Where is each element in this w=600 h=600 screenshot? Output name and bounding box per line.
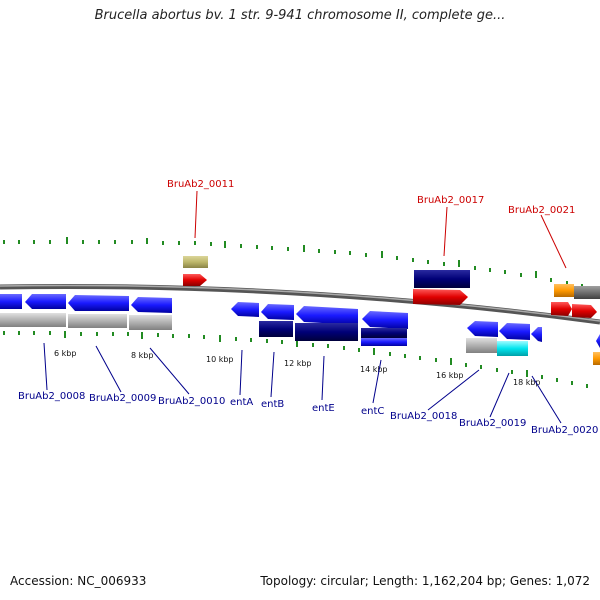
- chromosome-backbone-highlight: [0, 284, 600, 322]
- gene-entA[interactable]: [231, 302, 259, 317]
- feature-dark-entE[interactable]: [295, 323, 358, 341]
- gene-bruab2-0020[interactable]: [531, 327, 542, 342]
- label-entA: entA: [230, 397, 253, 408]
- label-bruab2-0018: BruAb2_0018: [390, 411, 457, 422]
- gene-entC[interactable]: [362, 311, 408, 329]
- reverse-features: [0, 294, 600, 365]
- gene-entE[interactable]: [296, 306, 358, 325]
- feature-gray-0008[interactable]: [0, 313, 66, 327]
- gene-edge-blue[interactable]: [596, 334, 600, 348]
- lower-label-leaders: [43, 342, 562, 424]
- label-bruab2-0011: BruAb2_0011: [167, 179, 234, 190]
- feature-orange-edge[interactable]: [593, 352, 600, 365]
- upper-label-leaders: [194, 190, 567, 269]
- map-title: Brucella abortus bv. 1 str. 9-941 chromo…: [94, 8, 506, 23]
- feature-dark-entC[interactable]: [361, 328, 407, 338]
- label-bruab2-0009: BruAb2_0009: [89, 393, 156, 404]
- label-bruab2-0010: BruAb2_0010: [158, 396, 225, 407]
- forward-features: [183, 256, 600, 318]
- topology-summary: Topology: circular; Length: 1,162,204 bp…: [260, 574, 590, 588]
- scale-label-14kbp: 14 kbp: [360, 365, 388, 374]
- feature-blue-entC[interactable]: [361, 338, 407, 346]
- gene-bruab2-0017[interactable]: [413, 289, 468, 305]
- gene-bruab2-0021a[interactable]: [551, 302, 572, 316]
- feature-orange-0021[interactable]: [554, 284, 574, 297]
- scale-label-16kbp: 16 kbp: [436, 371, 464, 380]
- scale-label-8kbp: 8 kbp: [131, 351, 153, 360]
- scale-label-6kbp: 6 kbp: [54, 349, 76, 358]
- label-entB: entB: [261, 399, 284, 410]
- label-bruab2-0019: BruAb2_0019: [459, 418, 526, 429]
- chromosome-backbone: [0, 283, 600, 325]
- feature-gray-0009[interactable]: [68, 314, 127, 328]
- scale-label-10kbp: 10 kbp: [206, 355, 234, 364]
- outer-scale-ticks: [3, 237, 598, 290]
- gene-bruab2-0019[interactable]: [499, 323, 530, 340]
- label-entE: entE: [312, 403, 335, 414]
- gene-bruab2-0010[interactable]: [131, 297, 172, 313]
- feature-gray-0010[interactable]: [129, 315, 172, 330]
- label-bruab2-0008: BruAb2_0008: [18, 391, 85, 402]
- feature-olive[interactable]: [183, 256, 208, 268]
- feature-dark-entB[interactable]: [259, 321, 293, 337]
- label-bruab2-0020: BruAb2_0020: [531, 425, 598, 436]
- feature-gray-0018[interactable]: [466, 338, 497, 353]
- feature-cyan-0019[interactable]: [497, 341, 528, 356]
- gene-bruab2-0009[interactable]: [68, 295, 129, 311]
- inner-scale-ticks: [3, 331, 588, 388]
- gene-bruab2-0011[interactable]: [183, 274, 207, 286]
- gene-bruab2-0008b[interactable]: [25, 294, 66, 309]
- feature-gray-0021[interactable]: [574, 286, 600, 299]
- gene-bruab2-0008a[interactable]: [0, 294, 22, 309]
- gene-bruab2-0021b[interactable]: [572, 304, 597, 318]
- accession-text: Accession: NC_006933: [10, 574, 147, 588]
- scale-label-18kbp: 18 kbp: [513, 378, 541, 387]
- label-bruab2-0021: BruAb2_0021: [508, 205, 575, 216]
- label-bruab2-0017: BruAb2_0017: [417, 195, 484, 206]
- label-entC: entC: [361, 406, 384, 417]
- gene-bruab2-0018[interactable]: [467, 321, 498, 337]
- gene-entB[interactable]: [261, 304, 294, 320]
- scale-label-12kbp: 12 kbp: [284, 359, 312, 368]
- feature-dark-0017[interactable]: [414, 270, 470, 288]
